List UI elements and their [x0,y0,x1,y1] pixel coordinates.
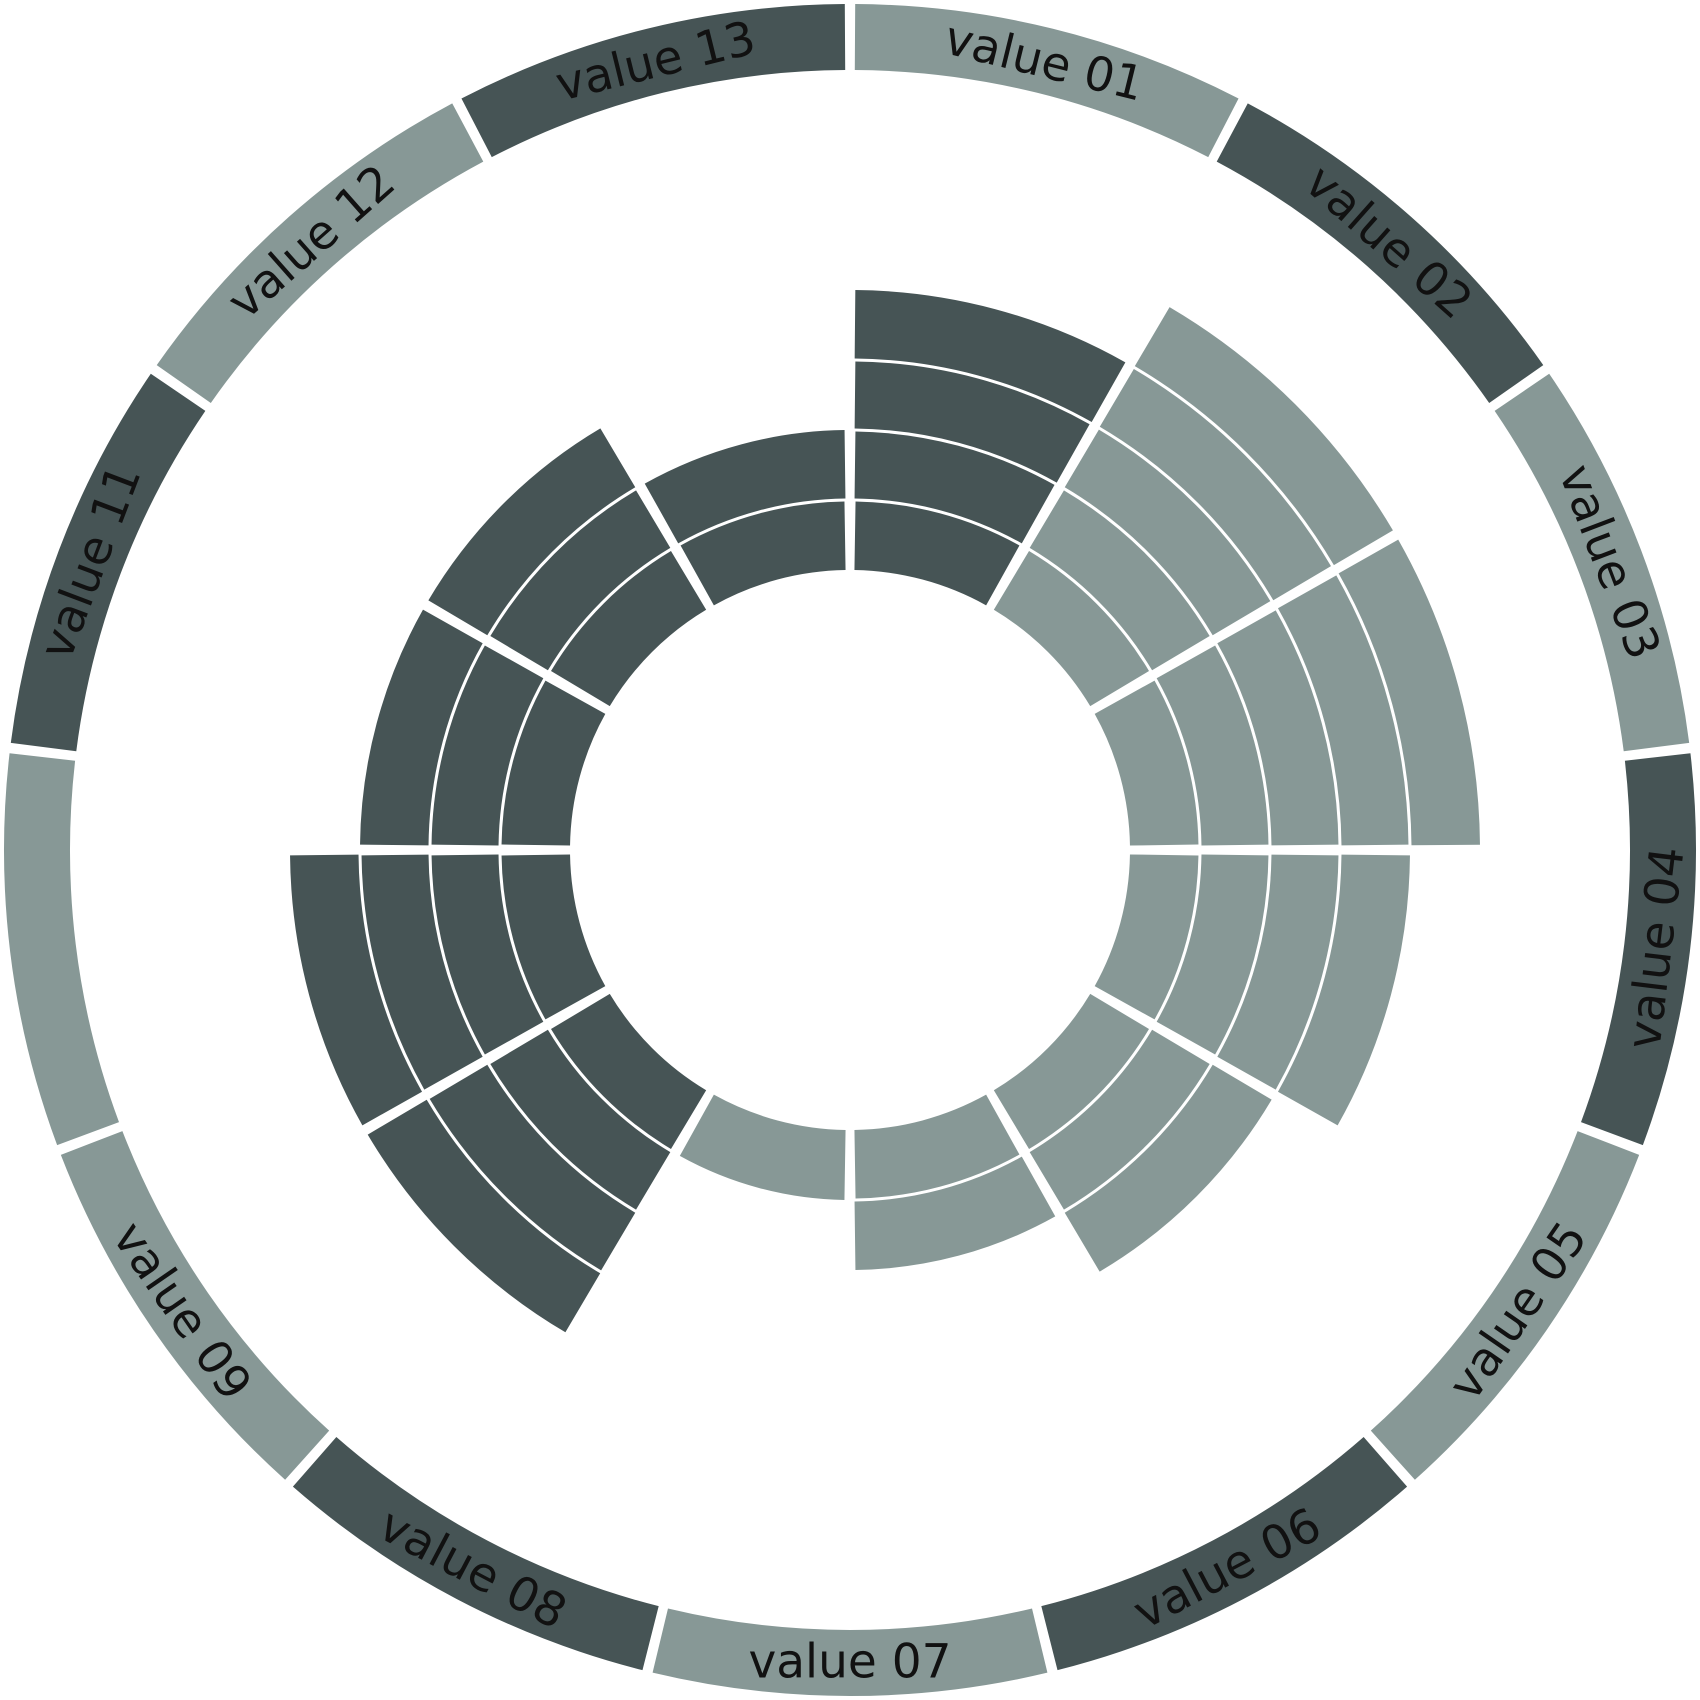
bar-2 [993,307,1393,707]
bar-12 [644,430,846,606]
bar-9 [290,854,606,1126]
ring-segment-2 [1216,103,1544,403]
bar-2-segment-3 [1064,429,1271,636]
bar-10-segment-3 [360,609,483,846]
bar-5 [993,993,1272,1272]
bar-10-segment-1 [501,680,606,846]
bar-9-segment-4 [290,854,423,1126]
bar-8-segment-2 [490,1029,671,1210]
bars-layer [290,290,1480,1333]
bar-4-segment-1 [1094,854,1199,1020]
ring-segment-1 [854,4,1239,158]
bar-7 [679,1094,846,1200]
bar-2-segment-2 [1029,490,1210,671]
bar-3-segment-2 [1156,645,1269,846]
bar-5-segment-3 [1064,1064,1272,1272]
bar-9-segment-2 [431,854,544,1055]
ring-label-12: value 12 [217,154,406,330]
ring-segment-10 [4,753,119,1146]
bar-11-segment-1 [551,551,707,707]
ring-label-9: value 09 [101,1212,262,1410]
ring-segment-4 [1581,753,1696,1146]
bar-1-segment-3 [854,361,1090,483]
bar-2-segment-4 [1099,369,1331,601]
bar-11-segment-3 [428,428,636,636]
bar-8-segment-4 [367,1099,601,1333]
bar-12-segment-1 [680,501,846,606]
ring-segment-7 [652,1608,1048,1697]
bar-6-segment-1 [854,1094,1020,1199]
bar-3-segment-4 [1277,575,1409,846]
ring-segment-12 [156,103,484,403]
bar-8-segment-1 [551,993,707,1149]
bar-4-segment-3 [1217,854,1339,1090]
bar-5-segment-1 [993,993,1149,1149]
bar-4-segment-4 [1277,854,1410,1126]
bar-6 [854,1094,1056,1270]
bar-1 [854,290,1126,606]
bar-11-segment-2 [490,490,671,671]
bar-6-segment-2 [854,1156,1056,1270]
ring-segment-8 [292,1437,659,1671]
ring-label-13: value 13 [550,11,760,113]
bar-9-segment-3 [361,854,483,1090]
ring-segment-6 [1041,1437,1408,1671]
ring-label-11: value 11 [29,457,152,666]
ring-label-1: value 01 [939,11,1149,113]
outer-label-ring [4,4,1696,1697]
bar-8 [367,993,707,1333]
ring-label-4: value 04 [1617,844,1696,1052]
bar-3-segment-3 [1217,610,1339,846]
bar-7-segment-1 [679,1094,846,1200]
bar-10-segment-2 [431,645,544,846]
ring-label-2: value 02 [1294,154,1483,330]
ring-segment-3 [1494,373,1690,752]
ring-segment-11 [10,373,206,752]
bar-1-segment-4 [854,290,1126,423]
ring-segment-5 [1370,1131,1640,1480]
bar-4-segment-2 [1156,854,1269,1055]
ring-segment-9 [60,1131,330,1480]
bar-5-segment-2 [1029,1029,1210,1210]
ring-segment-13 [461,4,846,158]
bar-2-segment-1 [993,551,1149,707]
bar-8-segment-3 [429,1064,636,1271]
bar-2-segment-5 [1134,307,1393,566]
bar-4 [1094,854,1410,1126]
ring-label-7: value 07 [748,1635,951,1690]
bar-10 [360,609,606,846]
bar-3-segment-5 [1338,539,1480,846]
bar-3-segment-1 [1094,680,1199,846]
bar-9-segment-1 [501,854,606,1020]
ring-label-3: value 03 [1548,457,1671,666]
bar-3 [1094,539,1480,846]
bar-11 [428,428,707,707]
bar-1-segment-2 [854,431,1055,544]
bar-1-segment-1 [854,501,1020,606]
bar-12-segment-2 [644,430,846,544]
ring-label-5: value 05 [1438,1212,1599,1410]
